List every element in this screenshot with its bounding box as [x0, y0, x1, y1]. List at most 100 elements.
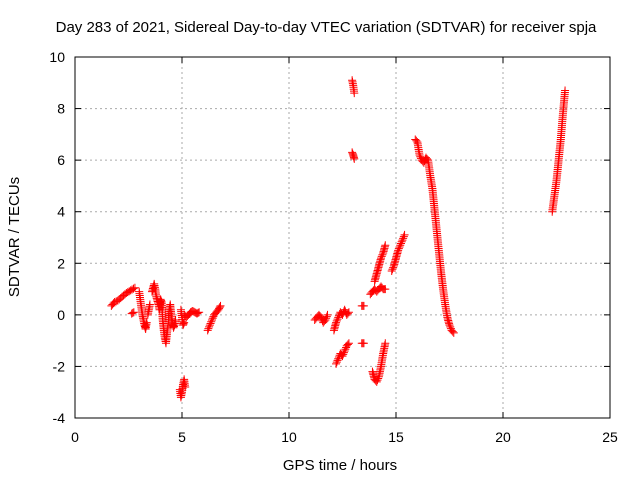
data-point [374, 374, 383, 383]
y-tick-label: 6 [57, 152, 65, 168]
plot-frame [74, 56, 611, 419]
data-point [359, 339, 368, 348]
data-point [373, 376, 382, 385]
x-tick-label: 25 [602, 429, 618, 445]
data-point [343, 309, 352, 318]
data-point [397, 237, 406, 246]
y-tick-label: 4 [57, 204, 65, 220]
y-tick-label: -4 [53, 410, 66, 426]
data-point [394, 246, 403, 255]
data-point [205, 322, 214, 331]
x-axis-label: GPS time / hours [283, 457, 397, 474]
data-point [344, 339, 353, 348]
data-point [399, 232, 408, 241]
data-point [381, 285, 390, 294]
data-point [377, 254, 386, 263]
data-point [321, 316, 330, 325]
data-point [323, 310, 332, 319]
data-point [378, 250, 387, 259]
axis-ticks: 0 5 10 15 20 25 -4 -2 0 2 4 6 8 10 [49, 49, 618, 445]
data-point [142, 318, 151, 327]
data-point [359, 301, 368, 310]
data-point [189, 307, 198, 316]
data-point [399, 234, 408, 243]
data-point [415, 150, 424, 159]
data-point [396, 241, 405, 250]
data-point [145, 300, 154, 309]
data-point [195, 308, 204, 317]
data-point [332, 316, 341, 325]
data-point [377, 252, 386, 261]
data-point [208, 314, 217, 323]
data-point [128, 308, 137, 317]
data-point [350, 154, 359, 163]
data-point [322, 314, 331, 323]
data-point [334, 313, 343, 322]
chart-title: Day 283 of 2021, Sidereal Day-to-day VTE… [56, 19, 597, 36]
data-point [416, 152, 425, 161]
y-axis-label: SDTVAR / TECUs [6, 177, 23, 297]
data-point [205, 321, 214, 330]
data-point [339, 350, 348, 359]
data-point [194, 308, 203, 317]
data-point [378, 283, 387, 292]
data-point [350, 89, 359, 98]
data-point [339, 348, 348, 357]
grid-lines [75, 57, 610, 418]
data-point [110, 297, 119, 306]
y-tick-label: 8 [57, 101, 65, 117]
data-point [341, 345, 350, 354]
data-point [388, 265, 397, 274]
data-point [207, 316, 216, 325]
data-point [206, 319, 215, 328]
data-point [192, 309, 201, 318]
data-point [129, 284, 138, 293]
data-point [130, 283, 139, 292]
data-point [332, 358, 341, 367]
data-point [389, 263, 398, 272]
data-point [207, 317, 216, 326]
data-point [340, 346, 349, 355]
data-point [448, 327, 457, 336]
y-tick-label: 10 [49, 49, 65, 65]
data-point [381, 241, 390, 250]
data-point [332, 359, 341, 368]
data-point [419, 158, 428, 167]
data-point [317, 313, 326, 322]
data-point [333, 356, 342, 365]
data-point [372, 377, 381, 386]
y-tick-label: 0 [57, 307, 65, 323]
data-point [445, 321, 454, 330]
data-point [396, 239, 405, 248]
y-tick-label: 2 [57, 255, 65, 271]
data-point [322, 312, 331, 321]
data-point [332, 318, 341, 327]
data-point [343, 340, 352, 349]
data-series-markers [107, 76, 570, 402]
data-point [381, 339, 390, 348]
data-point [398, 236, 407, 245]
data-point [387, 267, 396, 276]
data-point [395, 242, 404, 251]
data-point [179, 319, 188, 328]
data-point [338, 352, 347, 361]
data-point [446, 322, 455, 331]
y-tick-label: -2 [53, 358, 66, 374]
x-tick-label: 0 [71, 429, 79, 445]
data-point [171, 316, 180, 325]
data-point [561, 86, 570, 95]
x-tick-label: 20 [495, 429, 511, 445]
data-point [204, 324, 213, 333]
data-point [188, 306, 197, 315]
data-point [333, 315, 342, 324]
data-point [181, 383, 190, 392]
x-tick-label: 10 [281, 429, 297, 445]
data-point [400, 230, 409, 239]
data-point [127, 309, 136, 318]
data-point [423, 154, 432, 163]
data-point [180, 318, 189, 327]
data-point [394, 244, 403, 253]
data-point [216, 301, 225, 310]
data-point [449, 328, 458, 337]
